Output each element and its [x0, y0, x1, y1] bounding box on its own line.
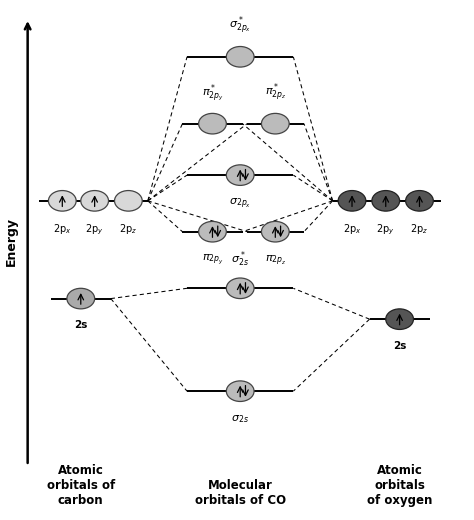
Text: $\pi^*_{2p_y}$: $\pi^*_{2p_y}$ [201, 82, 223, 104]
Ellipse shape [386, 309, 413, 330]
Ellipse shape [199, 222, 226, 242]
Text: $\sigma^*_{2p_x}$: $\sigma^*_{2p_x}$ [229, 15, 251, 37]
Text: Energy: Energy [4, 217, 18, 266]
Text: 2s: 2s [74, 320, 88, 330]
Ellipse shape [262, 113, 289, 134]
Text: $\sigma^*_{2s}$: $\sigma^*_{2s}$ [231, 249, 249, 269]
Text: 2s: 2s [393, 341, 406, 351]
Ellipse shape [81, 190, 109, 211]
Ellipse shape [67, 288, 95, 309]
Text: 2p$_x$: 2p$_x$ [343, 223, 361, 237]
Text: $\pi_{2p_z}$: $\pi_{2p_z}$ [264, 253, 286, 268]
Ellipse shape [262, 222, 289, 242]
Ellipse shape [48, 190, 76, 211]
Ellipse shape [406, 190, 433, 211]
Text: 2p$_z$: 2p$_z$ [119, 223, 137, 237]
Ellipse shape [226, 165, 254, 186]
Ellipse shape [338, 190, 366, 211]
Text: 2p$_z$: 2p$_z$ [410, 223, 428, 237]
Ellipse shape [372, 190, 400, 211]
Text: $\sigma_{2s}$: $\sigma_{2s}$ [231, 413, 249, 425]
Ellipse shape [226, 278, 254, 298]
Text: 2p$_y$: 2p$_y$ [85, 223, 104, 237]
Text: $\pi^*_{2p_z}$: $\pi^*_{2p_z}$ [264, 82, 286, 104]
Ellipse shape [226, 381, 254, 401]
Text: Molecular
orbitals of CO: Molecular orbitals of CO [195, 479, 286, 507]
Ellipse shape [115, 190, 142, 211]
Ellipse shape [226, 46, 254, 67]
Text: 2p$_y$: 2p$_y$ [376, 223, 395, 237]
Text: $\pi_{2p_y}$: $\pi_{2p_y}$ [201, 253, 223, 267]
Text: 2p$_x$: 2p$_x$ [53, 223, 72, 237]
Text: $\sigma_{2p_x}$: $\sigma_{2p_x}$ [229, 197, 251, 211]
Text: Atomic
orbitals
of oxygen: Atomic orbitals of oxygen [367, 464, 432, 507]
Text: Atomic
orbitals of
carbon: Atomic orbitals of carbon [46, 464, 115, 507]
Ellipse shape [199, 113, 226, 134]
